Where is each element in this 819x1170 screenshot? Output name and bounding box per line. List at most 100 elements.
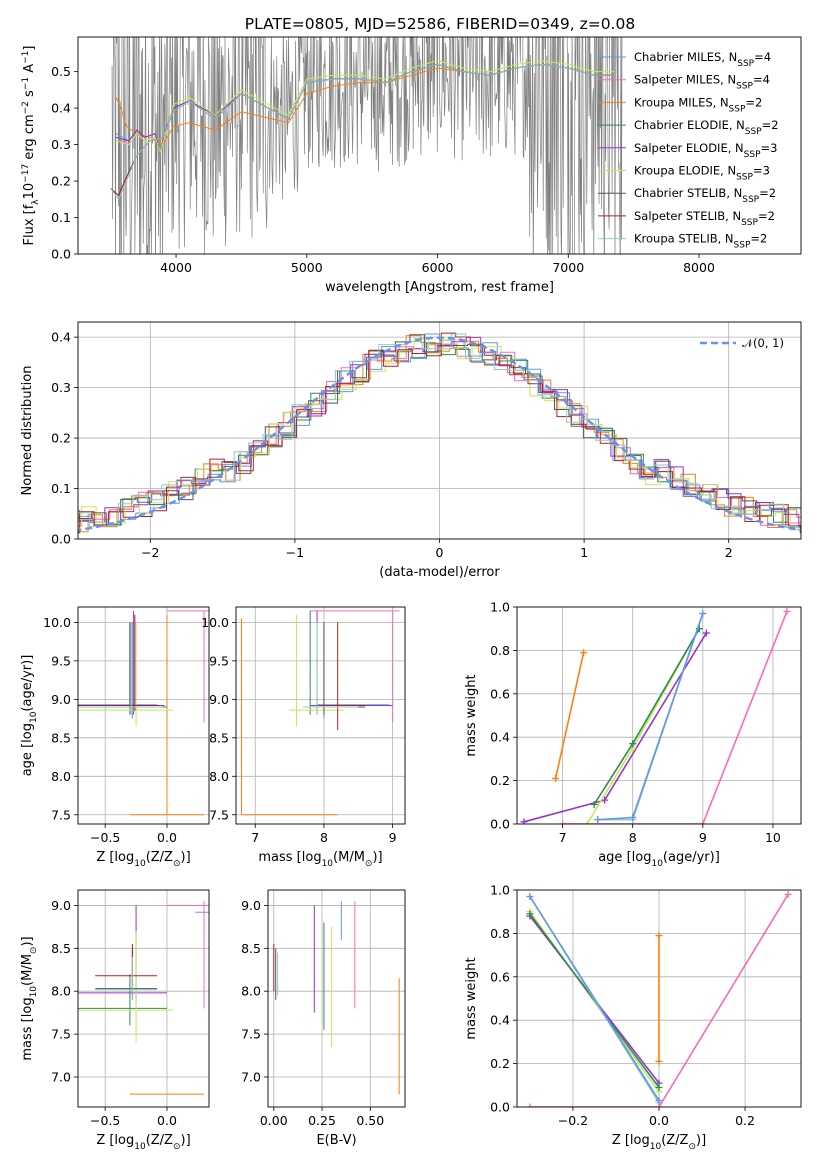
x-axis-label: (data-model)/error (379, 565, 500, 580)
legend-label: Chabrier ELODIE, NSSP=2 (634, 118, 779, 137)
x-tick-label: 8 (320, 830, 328, 845)
y-tick-label: 0.1 (51, 210, 71, 225)
observed-spectrum (111, 37, 623, 254)
errorbar-point (166, 610, 209, 723)
y-tick-label: 8.0 (51, 984, 71, 999)
y-tick-label: 8.0 (51, 769, 71, 784)
x-tick-label: 0.00 (260, 1113, 288, 1128)
y-tick-label: 9.0 (209, 692, 229, 707)
mass-weight-marker (520, 818, 528, 824)
x-tick-label: 6000 (422, 260, 454, 275)
mass-weight-marker (655, 1103, 663, 1107)
errorbar-point (240, 618, 338, 816)
y-tick-label: 0.0 (490, 1100, 510, 1115)
mass-weight-marker (629, 740, 637, 748)
y-tick-label: 8.5 (51, 730, 71, 745)
x-tick-label: −0.5 (90, 830, 120, 845)
mass-weight-line (554, 652, 585, 779)
y-tick-label: 8.5 (209, 730, 229, 745)
y-tick-label: 0.2 (51, 431, 71, 446)
legend-label: Salpeter ELODIE, NSSP=3 (634, 141, 777, 160)
y-tick-label: 1.0 (490, 883, 510, 898)
mass-weight-marker (702, 629, 710, 637)
y-tick-label: 7.5 (209, 807, 229, 822)
errorbar-point (310, 610, 400, 723)
errorbar-point (95, 944, 158, 996)
axes-spectrum: 4000 5000 6000 7000 8000 0.0 0.1 0.2 0.3 0.4 0.5 wa… (21, 36, 802, 295)
errorbar-point (166, 901, 209, 1009)
mass-weight-marker (583, 820, 591, 824)
x-tick-label: 5000 (291, 260, 323, 275)
gaussian-curve (78, 336, 801, 532)
plot-area (236, 607, 405, 824)
axes-frame (77, 889, 210, 1108)
y-tick-label: 9.0 (51, 692, 71, 707)
mass-weight-line (562, 611, 788, 824)
x-tick-label: 0.25 (308, 1113, 336, 1128)
errorbar-point (78, 622, 158, 719)
y-tick-label: 7.5 (241, 1027, 261, 1042)
y-axis-label: Flux [fλ10−17 erg cm−2 s−1 A−1] (21, 46, 41, 246)
mass-weight-marker (526, 1103, 534, 1107)
mass-weight-marker (699, 610, 707, 618)
y-tick-label: 0.4 (490, 730, 510, 745)
plot-area (78, 607, 209, 824)
legend-label: Kroupa ELODIE, NSSP=3 (634, 164, 770, 183)
y-axis-label: mass weight (464, 957, 479, 1039)
y-tick-label: 9.5 (209, 653, 229, 668)
mass-weight-marker (699, 820, 707, 824)
x-tick-label: 0.0 (649, 1113, 669, 1128)
legend-label: Salpeter MILES, NSSP=4 (634, 73, 770, 92)
legend: 𝒩(0, 1) (700, 336, 784, 350)
residual-histogram (78, 338, 801, 531)
x-tick-label: −2 (141, 545, 159, 560)
y-tick-label: 0.5 (51, 64, 71, 79)
x-tick-label: 0.50 (356, 1113, 384, 1128)
mass-weight-marker (629, 813, 637, 821)
y-tick-label: 0.0 (490, 817, 510, 832)
y-tick-label: 0.0 (51, 247, 71, 262)
axes-frame (77, 36, 802, 255)
y-tick-label: 8.5 (241, 941, 261, 956)
x-tick-label: 8 (629, 830, 637, 845)
axes-frame (77, 606, 210, 825)
residual-histogram (78, 332, 801, 534)
y-tick-label: 0.4 (51, 101, 71, 116)
model-spectrum (110, 63, 614, 201)
axes-age-vs-mass: 7 8 9 7.5 8.0 8.5 9.0 9.5 10.0 mass [log10(M/M⊙)] (201, 606, 406, 869)
mass-weight-marker (655, 1096, 663, 1104)
mass-weight-marker (783, 607, 791, 615)
errorbar-point (78, 622, 174, 727)
y-tick-label: 0.3 (51, 137, 71, 152)
y-tick-label: 0.1 (51, 481, 71, 496)
y-tick-label: 0.6 (490, 969, 510, 984)
y-tick-label: 0.2 (51, 174, 71, 189)
mass-weight-marker (526, 893, 534, 901)
x-tick-label: 8000 (683, 260, 715, 275)
y-tick-label: 0.2 (490, 1056, 510, 1071)
x-tick-label: 7 (559, 830, 567, 845)
x-tick-label: 1 (580, 545, 588, 560)
y-tick-label: 7.0 (51, 1069, 71, 1084)
axes-age-vs-Z: −0.5 0.0 7.5 8.0 8.5 9.0 9.5 10.0 Z [log10(Z/Z⊙)… (20, 606, 210, 869)
x-tick-label: −0.5 (90, 1113, 120, 1128)
y-axis-label: Normed distribution (20, 366, 35, 496)
y-tick-label: 10.0 (201, 615, 229, 630)
residual-histogram (78, 334, 801, 534)
y-tick-label: 7.5 (51, 1027, 71, 1042)
legend-label: Kroupa STELIB, NSSP=2 (634, 232, 767, 251)
legend: Chabrier MILES, NSSP=4 Salpeter MILES, NS… (598, 50, 779, 251)
y-tick-label: 0.4 (490, 1013, 510, 1028)
y-tick-label: 1.0 (490, 600, 510, 615)
residual-histogram (78, 343, 801, 526)
mass-weight-marker (655, 932, 663, 940)
y-tick-label: 0.4 (51, 330, 71, 345)
plot-area (78, 322, 801, 539)
errorbar-point (303, 622, 359, 715)
figure-title: PLATE=0805, MJD=52586, FIBERID=0349, z=0… (245, 15, 635, 33)
y-tick-label: 8.0 (241, 984, 261, 999)
residual-histogram (78, 333, 801, 531)
plot-area (268, 890, 405, 1107)
plot-area (517, 607, 801, 824)
x-axis-label: wavelength [Angstrom, rest frame] (325, 280, 554, 295)
